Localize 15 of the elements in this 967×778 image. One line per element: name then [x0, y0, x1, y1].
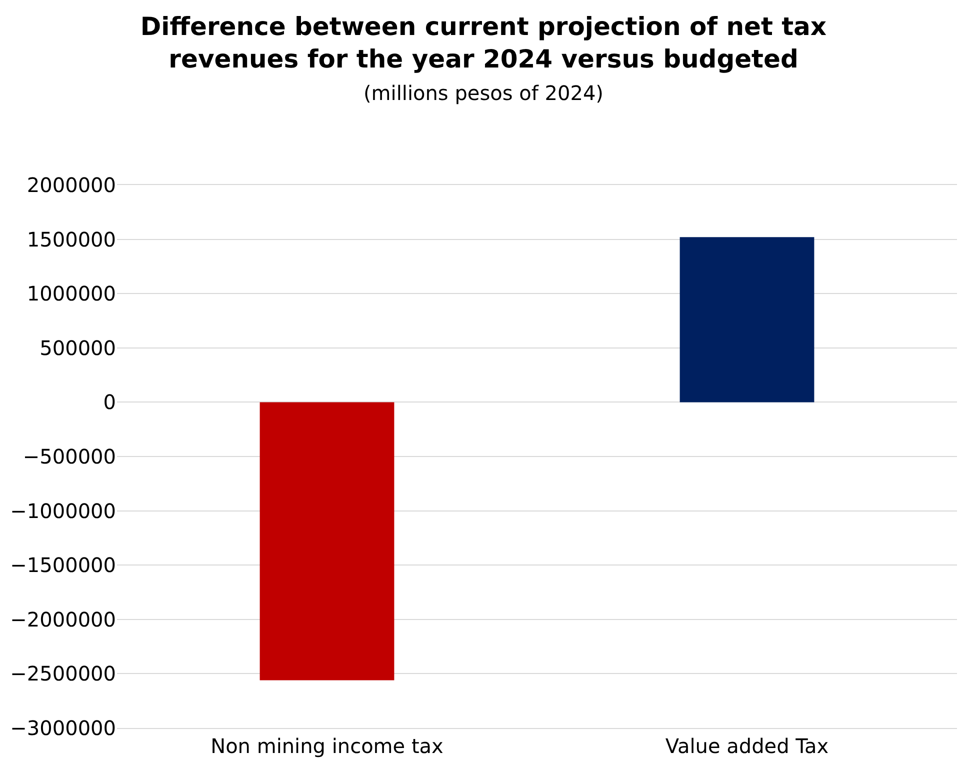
- y-tick-label: 0: [103, 390, 116, 414]
- y-tick-label: −1500000: [10, 553, 116, 578]
- x-tick-label: Value added Tax: [665, 734, 829, 758]
- y-tick-label: 1000000: [26, 282, 116, 306]
- y-tick-label: −500000: [22, 444, 116, 468]
- chart-subtitle: (millions pesos of 2024): [364, 81, 604, 106]
- y-tick-label: −3000000: [10, 716, 116, 740]
- chart-title: Difference between current projection of net tax revenues for the year 2024 versus budgeted: [140, 12, 827, 74]
- x-tick-label: Non mining income tax: [210, 734, 444, 758]
- y-tick-label: −2500000: [10, 662, 116, 686]
- y-tick-label: 500000: [40, 336, 116, 360]
- y-tick-label: 1500000: [26, 227, 116, 252]
- y-tick-label: −1000000: [10, 498, 116, 523]
- y-tick-label: 2000000: [26, 173, 116, 197]
- y-tick-label: −2000000: [10, 607, 116, 632]
